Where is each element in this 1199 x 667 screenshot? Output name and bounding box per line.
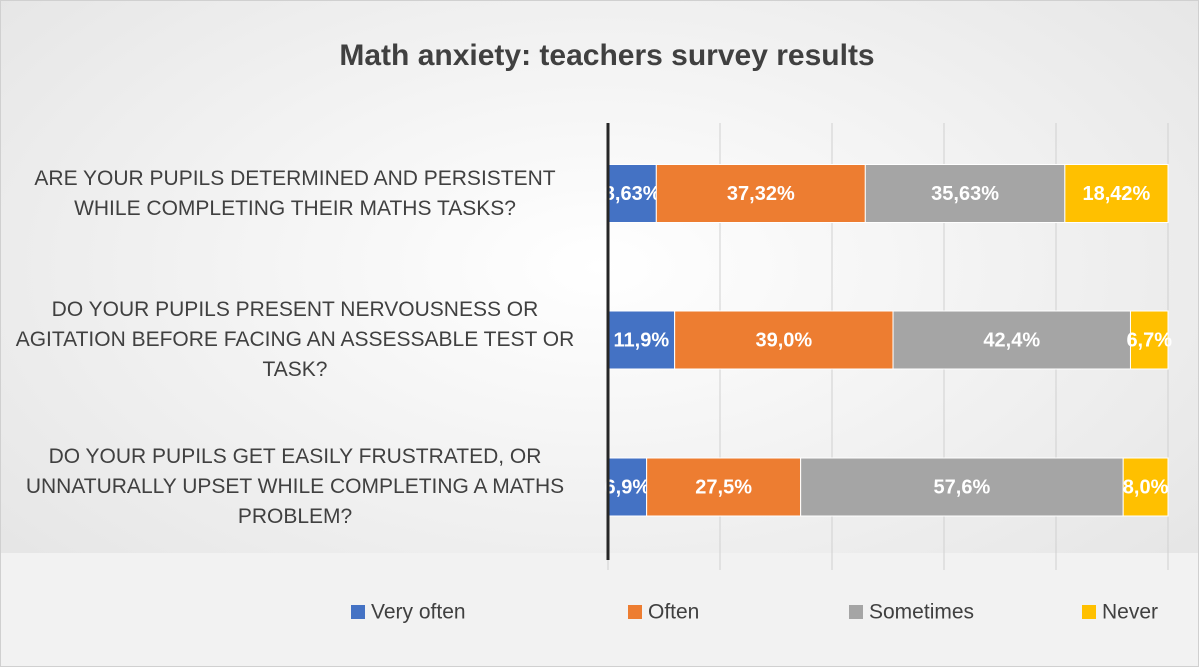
chart-title: Math anxiety: teachers survey results bbox=[339, 39, 874, 72]
data-label: 8,63% bbox=[604, 183, 661, 205]
bar-segment bbox=[892, 310, 1131, 370]
data-label: 11,9% bbox=[614, 329, 670, 351]
data-label: 39,0% bbox=[755, 329, 812, 351]
bar-segment bbox=[607, 310, 676, 370]
bar-segment bbox=[674, 310, 894, 370]
legend-marker bbox=[1082, 605, 1096, 619]
bar-segment bbox=[655, 164, 866, 223]
bar-segment bbox=[607, 457, 648, 517]
category-label: Are your pupils determined and persisten… bbox=[34, 166, 556, 220]
data-label: 8,0% bbox=[1123, 476, 1169, 498]
bar-segment bbox=[800, 457, 1124, 517]
data-label: 18,42% bbox=[1083, 183, 1151, 205]
category-label: Do your pupils get easily frustrated, or… bbox=[25, 445, 565, 528]
legend-label: Often bbox=[648, 601, 699, 624]
data-label: 6,7% bbox=[1126, 329, 1172, 351]
legend-marker bbox=[351, 605, 365, 619]
data-label: 6,9% bbox=[605, 476, 651, 498]
data-label: 57,6% bbox=[934, 476, 991, 498]
bar-segment bbox=[864, 164, 1066, 223]
bar-segment bbox=[646, 457, 802, 517]
bar-segment bbox=[1129, 310, 1169, 370]
bar-segment bbox=[1064, 164, 1169, 223]
legend-label: Sometimes bbox=[869, 601, 974, 624]
bar-segment bbox=[1122, 457, 1169, 517]
legend-marker bbox=[628, 605, 642, 619]
legend-label: Very often bbox=[371, 601, 466, 624]
legend-marker bbox=[849, 605, 863, 619]
data-label: 42,4% bbox=[983, 329, 1040, 351]
data-label: 27,5% bbox=[695, 476, 752, 498]
data-label: 37,32% bbox=[727, 183, 795, 205]
legend-area bbox=[1, 553, 1198, 666]
data-label: 35,63% bbox=[931, 183, 999, 205]
bar-segment bbox=[607, 164, 657, 223]
legend-label: Never bbox=[1102, 601, 1158, 624]
category-label: Do your pupils present nervousness or ag… bbox=[15, 298, 575, 381]
